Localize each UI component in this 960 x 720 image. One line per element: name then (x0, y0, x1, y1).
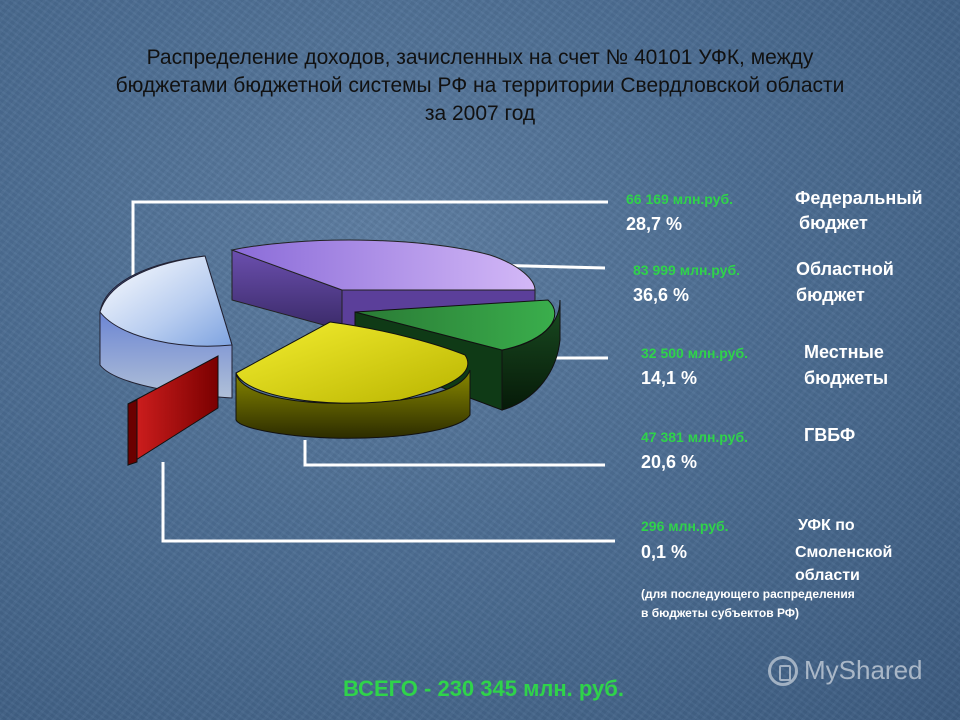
connector-gvbf (303, 440, 605, 467)
name-ufk-line3: области (795, 567, 860, 584)
amount-local: 32 500 млн.руб. (641, 345, 748, 361)
percent-regional: 36,6 % (633, 285, 690, 305)
title-line-2: бюджетами бюджетной системы РФ на террит… (115, 74, 845, 97)
percent-federal: 28,7 % (626, 214, 683, 234)
presentation-icon (768, 655, 798, 686)
name-ufk-line1: УФК по (798, 517, 855, 534)
name-local-line2: бюджеты (804, 368, 889, 388)
watermark: MyShared (768, 655, 923, 686)
percent-gvbf: 20,6 % (641, 452, 698, 472)
watermark-text: MyShared (804, 655, 923, 685)
slice-gvbf (235, 321, 471, 439)
name-federal-line1: Федеральный (795, 188, 923, 208)
amount-gvbf: 47 381 млн.руб. (641, 429, 748, 445)
slice-ufk (127, 355, 219, 466)
connector-ufk (161, 462, 615, 543)
note-line1: (для последующего распределения (641, 587, 855, 601)
name-federal-line2: бюджет (799, 213, 868, 233)
percent-ufk: 0,1 % (641, 542, 688, 562)
name-regional-line2: бюджет (796, 285, 865, 305)
amount-ufk: 296 млн.руб. (641, 518, 729, 534)
amount-regional: 83 999 млн.руб. (633, 262, 740, 278)
name-regional-line1: Областной (796, 259, 894, 279)
total-label: ВСЕГО - 230 345 млн. руб. (343, 676, 624, 701)
slice-federal (99, 255, 233, 399)
page-title: Распределение доходов, зачисленных на сч… (40, 44, 920, 128)
title-line-3: за 2007 год (424, 102, 536, 125)
percent-local: 14,1 % (641, 368, 698, 388)
name-local-line1: Местные (804, 342, 884, 362)
name-ufk-line2: Смоленской (795, 544, 893, 561)
title-line-1: Распределение доходов, зачисленных на сч… (146, 46, 814, 69)
connector-lines (131, 200, 615, 543)
note-line2: в бюджеты субъектов РФ) (641, 606, 800, 620)
amount-federal: 66 169 млн.руб. (626, 191, 733, 207)
name-gvbf: ГВБФ (804, 425, 856, 445)
connector-federal (131, 200, 608, 310)
